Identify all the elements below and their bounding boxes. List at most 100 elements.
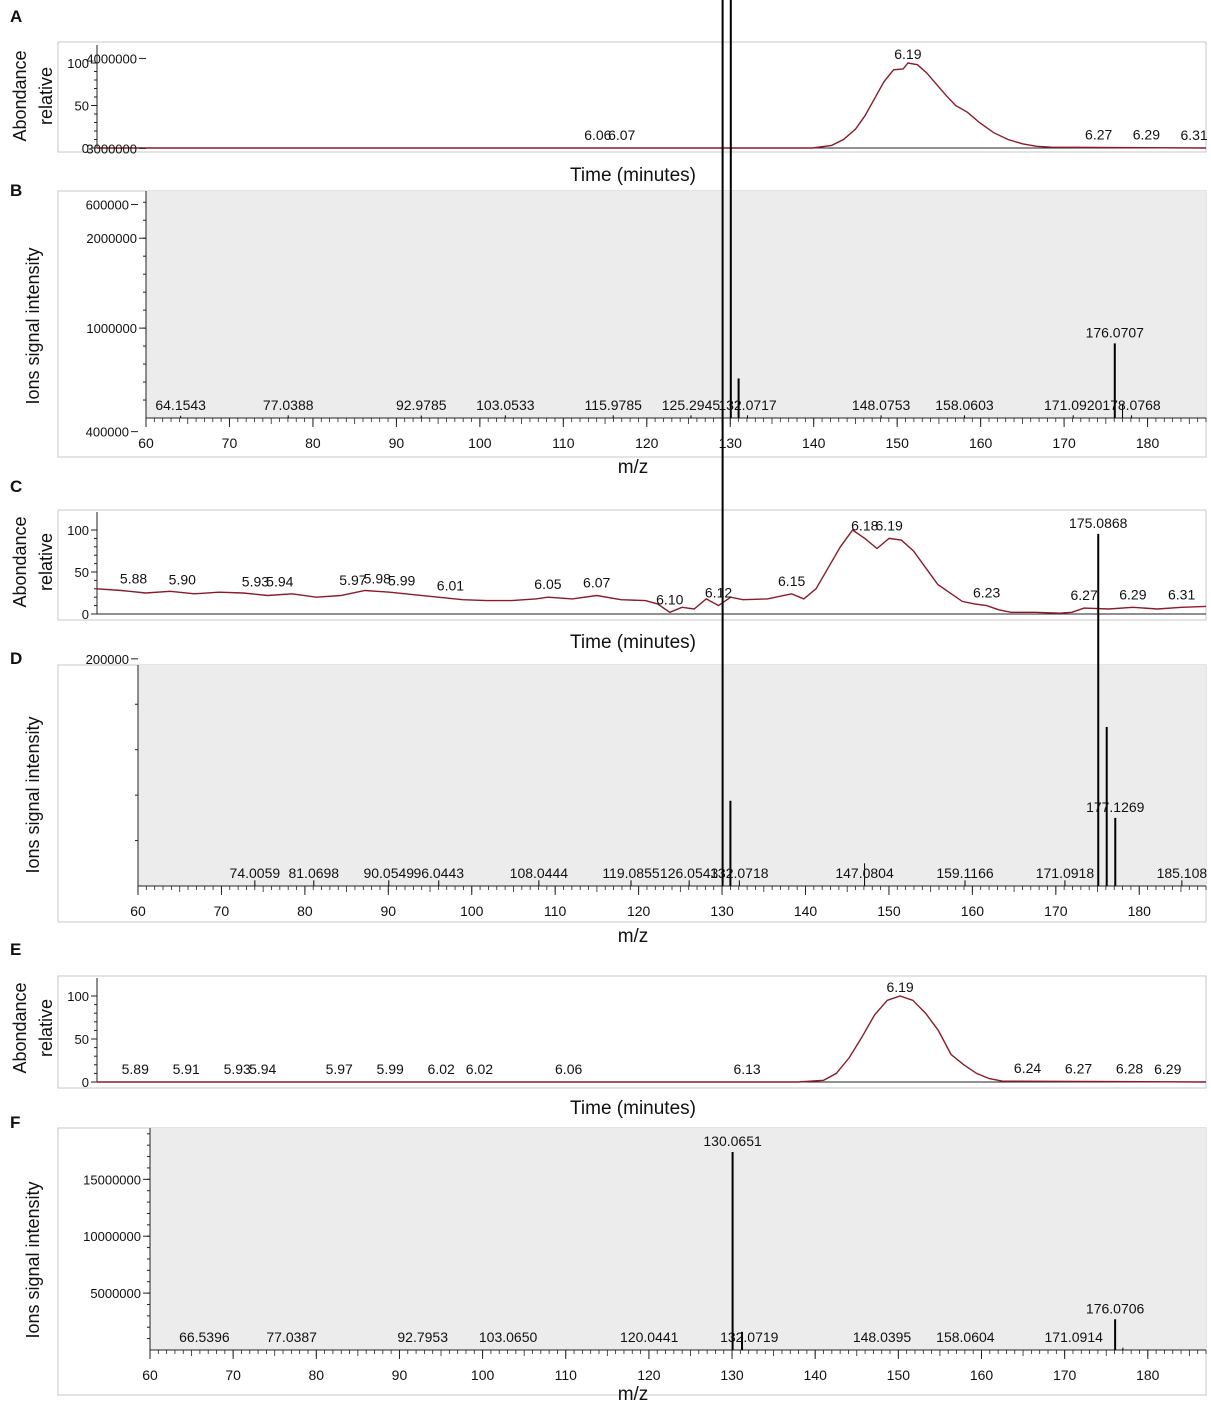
peak-label: 175.0868 (1069, 515, 1128, 531)
x-axis-title: Time (minutes) (570, 1098, 696, 1119)
x-tick-label: 70 (214, 903, 230, 919)
x-tick-label: 60 (142, 1367, 158, 1383)
panel-E: E 0 50 100 Abondance relative 5.89 5.91 5.935.94… (10, 940, 1207, 1119)
x-tick-label: 150 (887, 1367, 911, 1383)
x-tick-label: 140 (802, 435, 826, 451)
y-axis-title: relative (36, 533, 56, 591)
peak-label: 6.24 (1014, 1060, 1041, 1076)
peak-label: 120.0441 (620, 1329, 679, 1345)
peak-label: 5.99 (377, 1061, 404, 1077)
peak-label: 177.1269 (1086, 799, 1145, 815)
chromatogram-trace (97, 995, 1207, 1083)
peak-label: 108.0444 (510, 865, 569, 881)
x-tick-label: 130 (710, 903, 734, 919)
x-tick-label: 120 (635, 435, 659, 451)
x-tick-label: 110 (544, 903, 567, 919)
y-tick-label: 200000 (86, 652, 129, 667)
peak-label: 6.15 (778, 573, 805, 589)
peak-label: 5.98 (364, 570, 391, 586)
y-tick-label: 15000000 (83, 1172, 141, 1187)
panel-letter: F (10, 1113, 20, 1132)
peak-label: 6.27 (1085, 126, 1112, 142)
x-tick-label: 150 (886, 435, 910, 451)
panel-letter: B (10, 181, 22, 200)
y-tick-label: 4000000 (86, 51, 137, 66)
peak-label: 178.0768 (1102, 397, 1161, 413)
peak-label: 77.0387 (266, 1329, 317, 1345)
peak-label: 92.7953 (397, 1329, 448, 1345)
peak-label: 5.97 (326, 1061, 353, 1077)
peak-label: 148.0753 (852, 397, 911, 413)
x-tick-label: 100 (471, 1367, 495, 1383)
y-tick-label: 3000000 (86, 141, 137, 156)
peak-label: 6.18 (851, 517, 878, 533)
x-tick-label: 110 (552, 435, 575, 451)
panel-letter: E (10, 940, 21, 959)
peak-label: 6.02 (466, 1061, 493, 1077)
peak-label: 6.29 (1133, 127, 1160, 143)
peak-label: 6.06 (584, 127, 611, 143)
x-tick-label: 160 (969, 435, 993, 451)
peak-label: 148.0395 (853, 1329, 912, 1345)
peak-label: 6.27 (1065, 1060, 1092, 1076)
x-tick-label: 70 (225, 1367, 241, 1383)
peak-label: 115.9785 (585, 397, 643, 413)
peak-label: 6.06 (555, 1061, 582, 1077)
panel-C: C 0 50 100 Abondance relative 5.88 5.90 5.935.94… (10, 477, 1207, 653)
plot-frame (57, 975, 1207, 1089)
x-tick-label: 180 (1136, 1367, 1160, 1383)
x-axis-title: m/z (618, 1384, 649, 1405)
peak-label: 96.0443 (413, 865, 464, 881)
x-tick-label: 80 (309, 1367, 325, 1383)
peak-label: 6.29 (1119, 586, 1146, 602)
peak-label: 81.0698 (288, 865, 339, 881)
peak-label: 132.0717 (718, 397, 777, 413)
panel-letter: C (10, 477, 22, 496)
panel-letter: A (10, 7, 22, 26)
x-tick-label: 80 (297, 903, 313, 919)
peak-label: 119.0855 (602, 865, 660, 881)
peak-label: 5.91 (173, 1061, 200, 1077)
y-tick-label: 100 (67, 523, 89, 538)
peak-label: 5.94 (266, 574, 293, 590)
peak-label: 5.99 (388, 572, 415, 588)
peak-label: 5.97 (339, 572, 366, 588)
y-axis-title: Ions signal intensity (23, 716, 43, 873)
x-tick-label: 130 (720, 1367, 744, 1383)
x-tick-label: 120 (627, 903, 651, 919)
y-tick-label: 1000000 (86, 321, 137, 336)
x-tick-label: 70 (222, 435, 238, 451)
x-tick-label: 180 (1128, 903, 1152, 919)
peak-label: 185.108 (1157, 865, 1208, 881)
peak-label: 125.2945 (662, 397, 721, 413)
y-tick-label: 50 (75, 99, 89, 114)
y-axis-title: Abondance (10, 982, 30, 1073)
x-tick-label: 140 (804, 1367, 828, 1383)
peak-label: 6.01 (437, 577, 464, 593)
x-tick-label: 90 (389, 435, 405, 451)
plot-area (150, 1128, 1206, 1350)
x-tick-label: 60 (130, 903, 146, 919)
peak-label: 77.0388 (263, 397, 314, 413)
peak-label: 158.0603 (935, 397, 994, 413)
x-axis-title: m/z (618, 457, 649, 478)
peak-label: 158.0604 (936, 1329, 995, 1345)
peak-label: 6.27 (1071, 587, 1098, 603)
y-tick-label: 2000000 (86, 231, 137, 246)
x-tick-label: 150 (877, 903, 901, 919)
chromatogram-trace (96, 529, 1207, 614)
peak-label: 74.0059 (230, 865, 281, 881)
x-tick-label: 170 (1053, 1367, 1077, 1383)
peak-label: 6.29 (1154, 1061, 1181, 1077)
y-tick-label: 5000000 (90, 1286, 141, 1301)
peak-label: 103.0533 (476, 397, 535, 413)
x-tick-label: 160 (970, 1367, 994, 1383)
peak-label: 5.90 (169, 572, 196, 588)
peak-label: 92.9785 (396, 397, 447, 413)
x-tick-label: 100 (460, 903, 484, 919)
panel-letter: D (10, 649, 22, 668)
peak-label: 6.07 (608, 127, 635, 143)
peak-label: 6.05 (534, 576, 561, 592)
y-tick-label: 0 (82, 607, 89, 622)
